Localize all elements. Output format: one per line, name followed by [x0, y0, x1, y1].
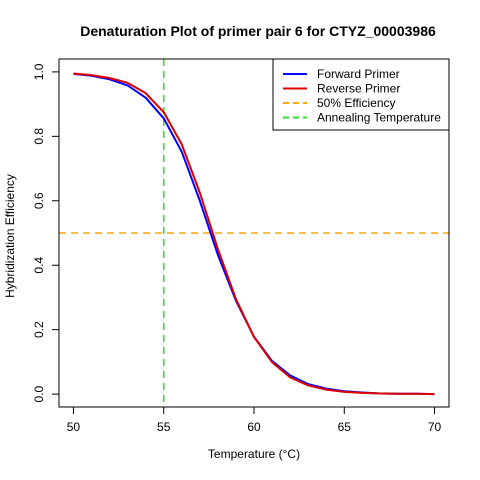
- y-tick-label: 0.4: [32, 257, 46, 274]
- x-axis: 50 55 60 65 70: [67, 407, 442, 434]
- y-axis: 0.0 0.2 0.4 0.6 0.8 1.0: [32, 63, 59, 402]
- chart-title: Denaturation Plot of primer pair 6 for C…: [80, 23, 436, 39]
- y-tick-label: 0.0: [32, 385, 46, 402]
- y-tick-label: 0.8: [32, 128, 46, 145]
- y-tick-label: 0.6: [32, 192, 46, 209]
- x-tick-label: 70: [428, 420, 442, 434]
- legend-label: Annealing Temperature: [317, 111, 441, 125]
- legend-label: 50% Efficiency: [317, 96, 396, 110]
- legend-label: Forward Primer: [317, 67, 400, 81]
- y-tick-label: 1.0: [32, 63, 46, 80]
- x-tick-label: 50: [67, 420, 81, 434]
- y-tick-label: 0.2: [32, 321, 46, 338]
- y-axis-label: Hybridization Efficiency: [3, 174, 17, 298]
- x-axis-label: Temperature (°C): [208, 447, 300, 461]
- x-tick-label: 60: [247, 420, 261, 434]
- legend-label: Reverse Primer: [317, 82, 400, 96]
- x-tick-label: 65: [338, 420, 352, 434]
- x-tick-label: 55: [157, 420, 171, 434]
